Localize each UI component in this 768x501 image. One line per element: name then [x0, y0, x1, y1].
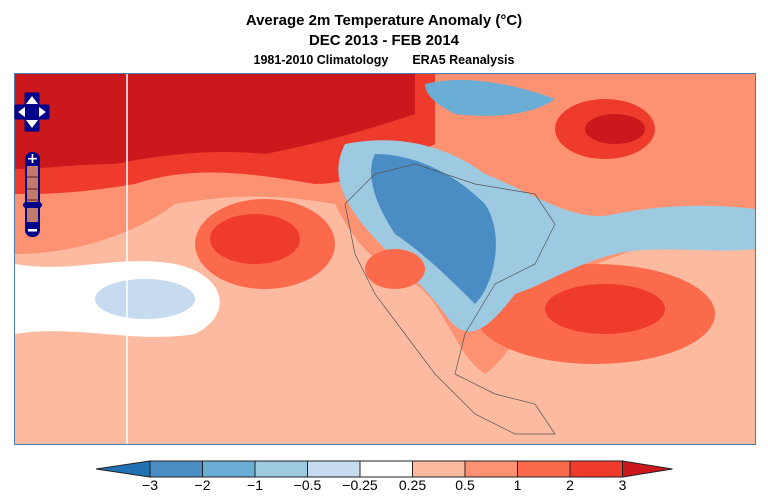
zoom-slider[interactable] [23, 202, 42, 208]
zoom-in-icon[interactable]: + [27, 151, 39, 167]
colorbar-segment [307, 460, 361, 478]
dataset-label: ERA5 Reanalysis [412, 53, 515, 67]
colorbar-segment [202, 460, 256, 478]
pan-left-icon[interactable] [18, 107, 25, 117]
colorbar-tick-label: −3 [142, 477, 158, 493]
colorbar-tick-label: −2 [194, 477, 211, 493]
anomaly-map[interactable] [14, 73, 756, 445]
colorbar-over-arrow [622, 460, 673, 478]
colorbar [95, 458, 676, 485]
colorbar-tick-label: 0.25 [398, 477, 427, 493]
colorbar-segment [149, 460, 203, 478]
colorbar-tick-label: 2 [566, 477, 574, 493]
colorbar-segment [517, 460, 571, 478]
colorbar-segment [464, 460, 518, 478]
colorbar-tick-label: 3 [618, 477, 627, 493]
colorbar-under-arrow [95, 460, 151, 478]
colorbar-tick-label: −1 [247, 477, 263, 493]
colorbar-segment [569, 460, 623, 478]
subtitle: 1981-2010 Climatology ERA5 Reanalysis [0, 53, 768, 67]
map-navigation: + [14, 92, 50, 247]
colorbar-tick-label: −0.5 [293, 477, 322, 493]
colorbar-tick-label: −0.25 [342, 477, 378, 493]
pan-up-icon[interactable] [26, 96, 38, 104]
date-range: DEC 2013 - FEB 2014 [308, 32, 460, 49]
anomaly-field [15, 74, 755, 444]
climatology-label: 1981-2010 Climatology [253, 53, 389, 67]
pan-right-icon[interactable] [39, 107, 46, 117]
colorbar-tick-label: 1 [513, 477, 522, 493]
colorbar-segment [254, 460, 308, 478]
map-title: Average 2m Temperature Anomaly (°C) [245, 12, 523, 29]
colorbar-tick-label: 0.5 [455, 477, 475, 493]
zoom-out-icon[interactable] [28, 229, 37, 232]
colorbar-segment [359, 460, 413, 478]
colorbar-segment [412, 460, 466, 478]
